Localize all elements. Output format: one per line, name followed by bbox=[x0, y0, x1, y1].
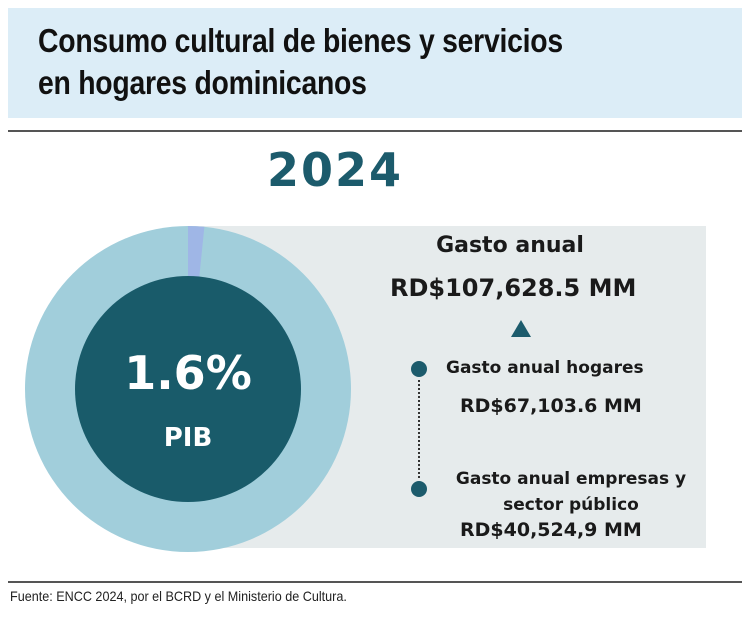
companies-label-line-2: sector público bbox=[503, 495, 639, 515]
companies-value: RD$40,524,9 MM bbox=[460, 519, 642, 541]
donut-core bbox=[75, 276, 301, 502]
companies-label-line-1: Gasto anual empresas y bbox=[455, 469, 687, 489]
title-line-2: en hogares dominicanos bbox=[38, 64, 367, 101]
source-note: Fuente: ENCC 2024, por el BCRD y el Mini… bbox=[10, 588, 347, 604]
bullet-dot-icon bbox=[411, 481, 427, 497]
title-line-1: Consumo cultural de bienes y servicios bbox=[38, 22, 563, 59]
page-title: Consumo cultural de bienes y servicios e… bbox=[38, 20, 563, 104]
households-value: RD$67,103.6 MM bbox=[460, 395, 642, 417]
triangle-up-icon bbox=[511, 320, 531, 337]
bullet-dot-icon bbox=[411, 361, 427, 377]
donut-center-label: PIB bbox=[163, 423, 213, 453]
title-banner: Consumo cultural de bienes y servicios e… bbox=[8, 8, 742, 118]
bottom-divider bbox=[8, 581, 742, 583]
households-label: Gasto anual hogares bbox=[446, 358, 644, 378]
total-spending-value: RD$107,628.5 MM bbox=[390, 274, 637, 302]
dotted-connector bbox=[418, 380, 420, 478]
top-divider bbox=[8, 130, 742, 132]
companies-label: Gasto anual empresas y sector público bbox=[446, 466, 696, 518]
year-heading: 2024 bbox=[266, 143, 404, 197]
total-spending-label: Gasto anual bbox=[436, 233, 584, 258]
donut-center-value: 1.6% bbox=[124, 346, 252, 400]
